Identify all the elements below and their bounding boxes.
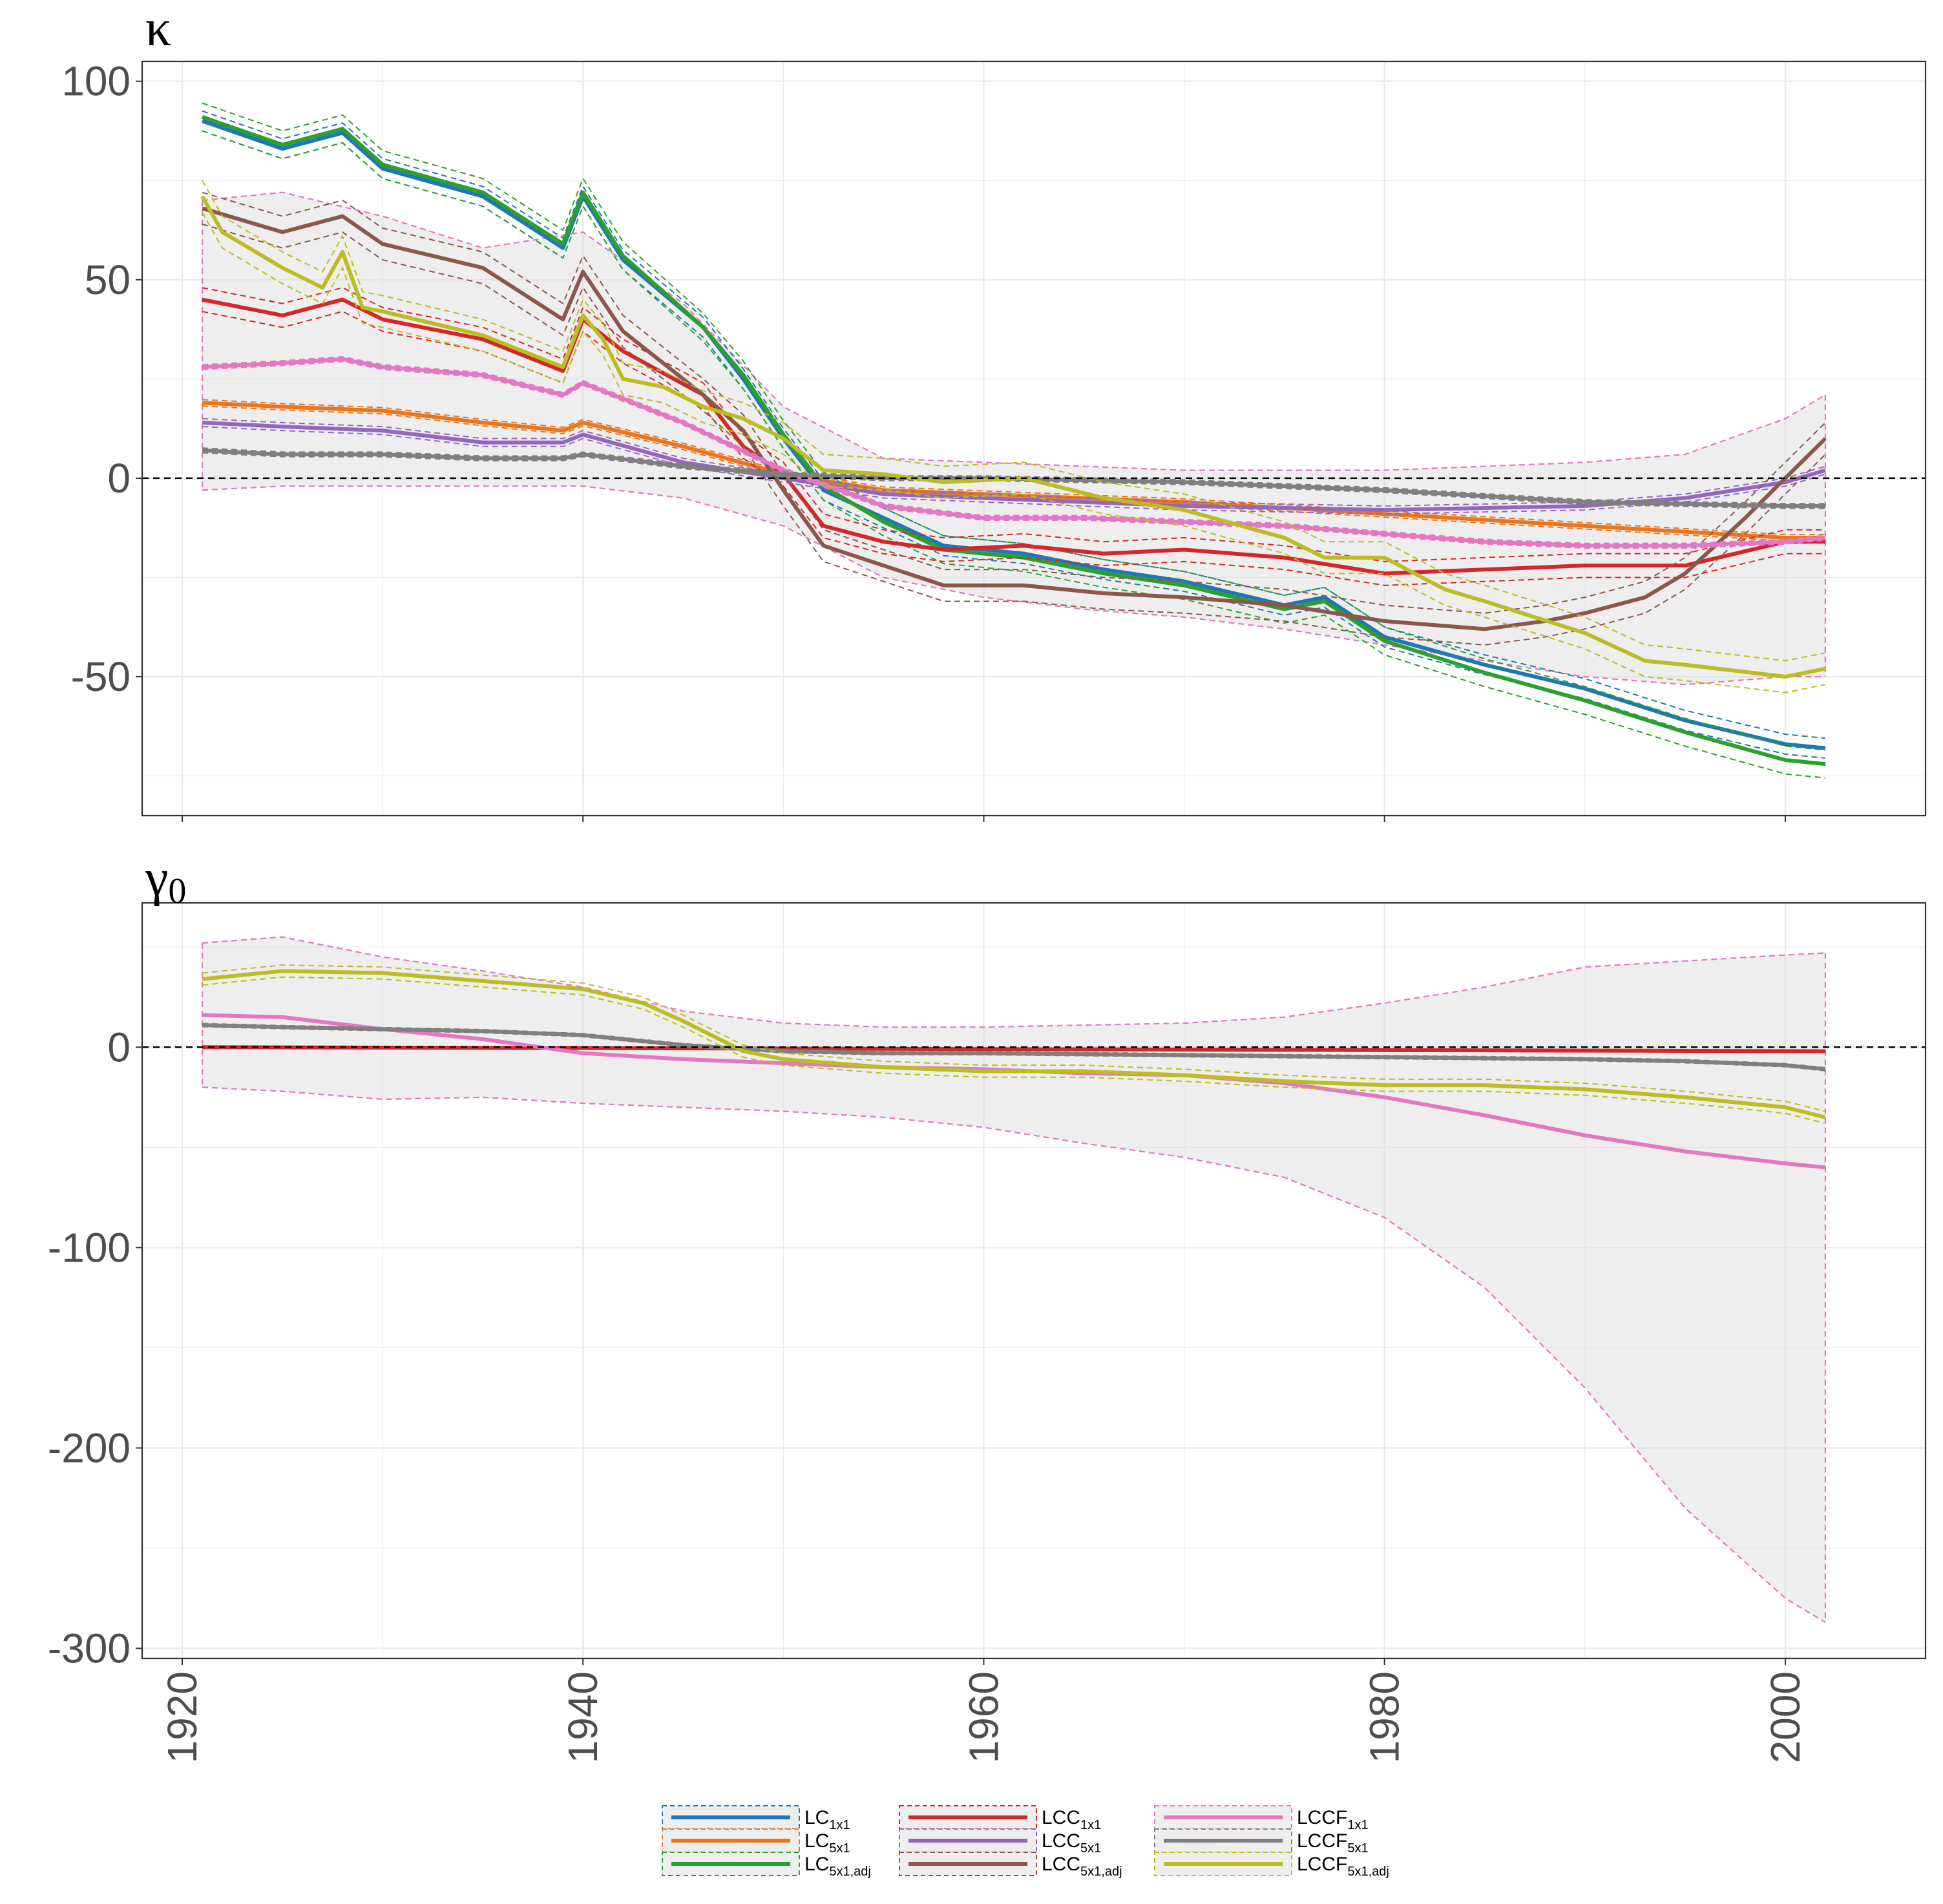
panel-title-subscript: 0 xyxy=(168,871,186,911)
legend-entry: LC5x1,adj xyxy=(662,1852,871,1879)
legend-entry: LCC1x1 xyxy=(899,1805,1101,1832)
x-tick-label: 1920 xyxy=(159,1671,205,1763)
series-lccf-5x1 xyxy=(202,447,1825,509)
legend-label-subscript: 5x1 xyxy=(1080,1841,1101,1856)
legend-label: LC5x1 xyxy=(804,1830,850,1856)
panel-border xyxy=(141,902,1927,1660)
series-lower-band xyxy=(202,361,1826,549)
series-line xyxy=(202,206,1827,631)
series-line xyxy=(202,115,1826,767)
legend-label-subscript: 5x1 xyxy=(1347,1841,1368,1856)
series-lower-band xyxy=(202,452,1825,509)
series-upper-band xyxy=(202,287,1825,562)
series-lower-band xyxy=(202,130,1826,779)
legend-label-subscript: 5x1,adj xyxy=(1080,1865,1122,1879)
x-tick-label: 2000 xyxy=(1762,1671,1809,1763)
series-line xyxy=(202,357,1826,548)
series-upper-band xyxy=(202,964,1826,1112)
legend-entry: LCCF1x1 xyxy=(1154,1805,1369,1832)
series-lccf-1x1 xyxy=(202,355,1826,549)
ribbon-upper-bound xyxy=(202,936,1825,1028)
panel-border xyxy=(141,60,1927,817)
legend-label-subscript: 5x1,adj xyxy=(829,1865,871,1879)
legend-entry: LC1x1 xyxy=(662,1805,850,1832)
legend-entry: LCC5x1 xyxy=(899,1828,1101,1856)
y-tick-label: -100 xyxy=(48,1224,131,1271)
series-lower-band xyxy=(202,211,1826,693)
y-tick-label: -200 xyxy=(48,1424,131,1471)
legend-label-subscript: 5x1 xyxy=(829,1841,850,1856)
series-line xyxy=(202,448,1825,508)
series-upper-band xyxy=(202,180,1826,662)
legend-entry: LC5x1 xyxy=(662,1828,850,1856)
series-line xyxy=(202,297,1825,576)
legend-label: LC1x1 xyxy=(804,1807,850,1832)
interval-ribbon xyxy=(202,192,1825,685)
y-tick-label: 0 xyxy=(107,1024,131,1070)
ribbon-upper-bound xyxy=(202,191,1826,471)
y-tick-label: -300 xyxy=(48,1625,131,1671)
x-tick-label: 1940 xyxy=(560,1671,606,1763)
series-lccf-5x1 xyxy=(202,1022,1826,1072)
legend-label-subscript: 5x1,adj xyxy=(1347,1865,1389,1879)
legend-entry: LCC5x1,adj xyxy=(899,1852,1122,1879)
legend-label-subscript: 1x1 xyxy=(1080,1818,1101,1832)
panel-title: κ xyxy=(145,0,171,57)
series-upper-band xyxy=(202,355,1826,544)
series-line xyxy=(202,119,1826,750)
ribbon-lower-bound xyxy=(202,485,1825,686)
ribbon-lower-bound xyxy=(202,1086,1826,1624)
legend-label-subscript: 1x1 xyxy=(1347,1818,1368,1832)
series-upper-band xyxy=(202,447,1825,505)
series-line xyxy=(200,195,1826,679)
series-lower-band xyxy=(202,976,1826,1125)
x-tick-label: 1980 xyxy=(1361,1671,1408,1763)
series-line xyxy=(202,969,1826,1119)
interval-ribbon xyxy=(202,936,1825,1623)
series-upper-band xyxy=(202,399,1825,536)
y-tick-label: 100 xyxy=(61,58,131,105)
series-lower-band xyxy=(202,405,1825,542)
series-lcc-5x1-adj xyxy=(202,191,1827,646)
series-line xyxy=(202,1023,1826,1072)
series-lccf-5x1-adj xyxy=(200,180,1826,693)
y-tick-label: 50 xyxy=(85,257,131,303)
series-lccf-5x1-adj xyxy=(202,964,1826,1125)
legend-entry: LCCF5x1 xyxy=(1154,1828,1369,1856)
x-tick-label: 1960 xyxy=(960,1671,1007,1763)
kappa-panel: 100 50 0 -50 κ xyxy=(61,0,1927,822)
legend-label-subscript: 1x1 xyxy=(829,1818,850,1832)
y-tick-label: -50 xyxy=(71,653,131,700)
y-tick-label: 0 xyxy=(107,455,131,502)
